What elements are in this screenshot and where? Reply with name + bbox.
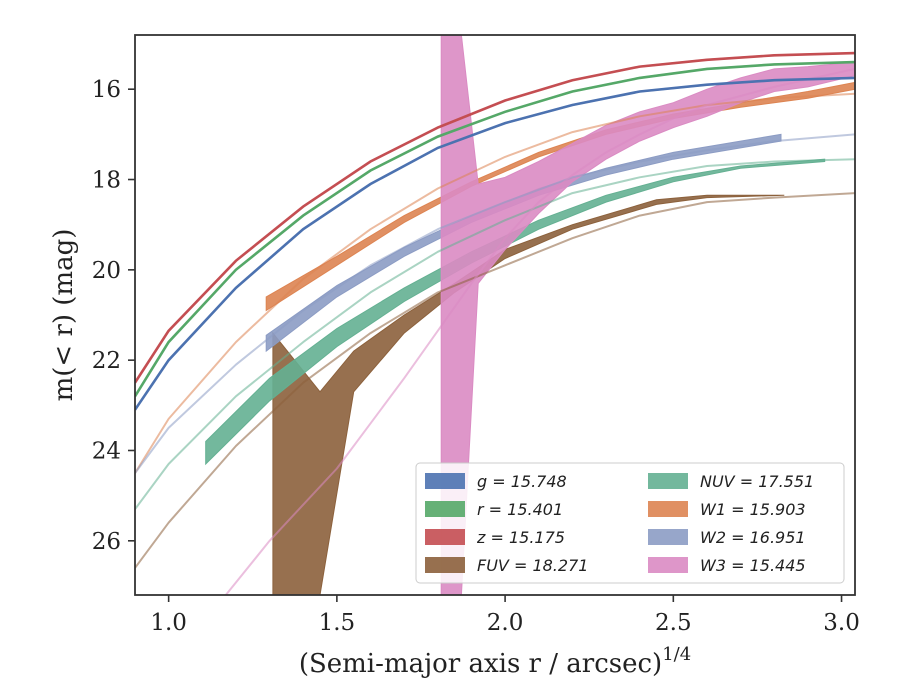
plot-frame (134, 34, 856, 596)
legend-swatch-w2 (648, 529, 688, 545)
series-curve-z (135, 51, 855, 384)
legend-label-w3: W3 = 15.445 (700, 556, 806, 575)
series-band-fuv (272, 194, 785, 595)
y-tick-label: 24 (92, 438, 121, 464)
y-tick-label: 22 (92, 348, 121, 374)
legend-box (415, 462, 845, 584)
y-axis-label: m(< r) (mag) (49, 229, 79, 402)
x-axis-label-exponent: 1/4 (662, 644, 691, 665)
legend-label-nuv: NUV = 17.551 (700, 472, 814, 491)
series-line-w1 (135, 92, 855, 474)
model-curves (135, 51, 855, 595)
x-tick-label: 2.0 (487, 610, 524, 636)
series-line-fuv (135, 192, 855, 569)
legend-swatch-nuv (648, 473, 688, 489)
series-line-nuv (135, 158, 855, 510)
series-line-w2 (135, 133, 855, 474)
series-band-w3 (440, 35, 855, 595)
x-axis-label-main: (Semi-major axis r / arcsec) (299, 649, 662, 679)
legend-label-w2: W2 = 16.951 (700, 528, 806, 547)
series-band-w1 (265, 81, 855, 312)
y-tick-label: 16 (92, 77, 121, 103)
x-tick-label: 1.0 (150, 610, 187, 636)
legend-label-z: z = 15.175 (476, 528, 565, 547)
legend: g = 15.748 r = 15.401 z = 15.175 FUV = 18.2… (415, 462, 845, 584)
y-tick-label: 26 (92, 529, 121, 555)
x-axis-label: (Semi-major axis r / arcsec)1/4 (299, 644, 691, 679)
legend-swatch-z (425, 529, 465, 545)
x-axis-ticks: 1.0 1.5 2.0 2.5 3.0 (150, 595, 860, 636)
legend-swatch-g (425, 473, 465, 489)
legend-label-fuv: FUV = 18.271 (477, 556, 588, 575)
series-line-w3 (225, 67, 855, 595)
series-band-nuv (205, 158, 826, 466)
y-tick-label: 20 (92, 258, 121, 284)
legend-swatch-w1 (648, 501, 688, 517)
series-curve-g (135, 76, 855, 411)
series-curve-r (135, 60, 855, 397)
legend-swatch-fuv (425, 557, 465, 573)
legend-swatch-w3 (648, 557, 688, 573)
x-tick-label: 3.0 (823, 610, 860, 636)
legend-label-w1: W1 = 15.903 (700, 500, 806, 519)
legend-items: g = 15.748 r = 15.401 z = 15.175 FUV = 18.2… (425, 472, 814, 575)
y-axis-ticks: 16 18 20 22 24 26 (92, 77, 135, 555)
legend-label-g: g = 15.748 (477, 472, 567, 491)
legend-label-r: r = 15.401 (477, 500, 563, 519)
legend-swatch-r (425, 501, 465, 517)
x-tick-label: 2.5 (655, 610, 692, 636)
x-tick-label: 1.5 (319, 610, 356, 636)
y-tick-label: 18 (92, 168, 121, 194)
